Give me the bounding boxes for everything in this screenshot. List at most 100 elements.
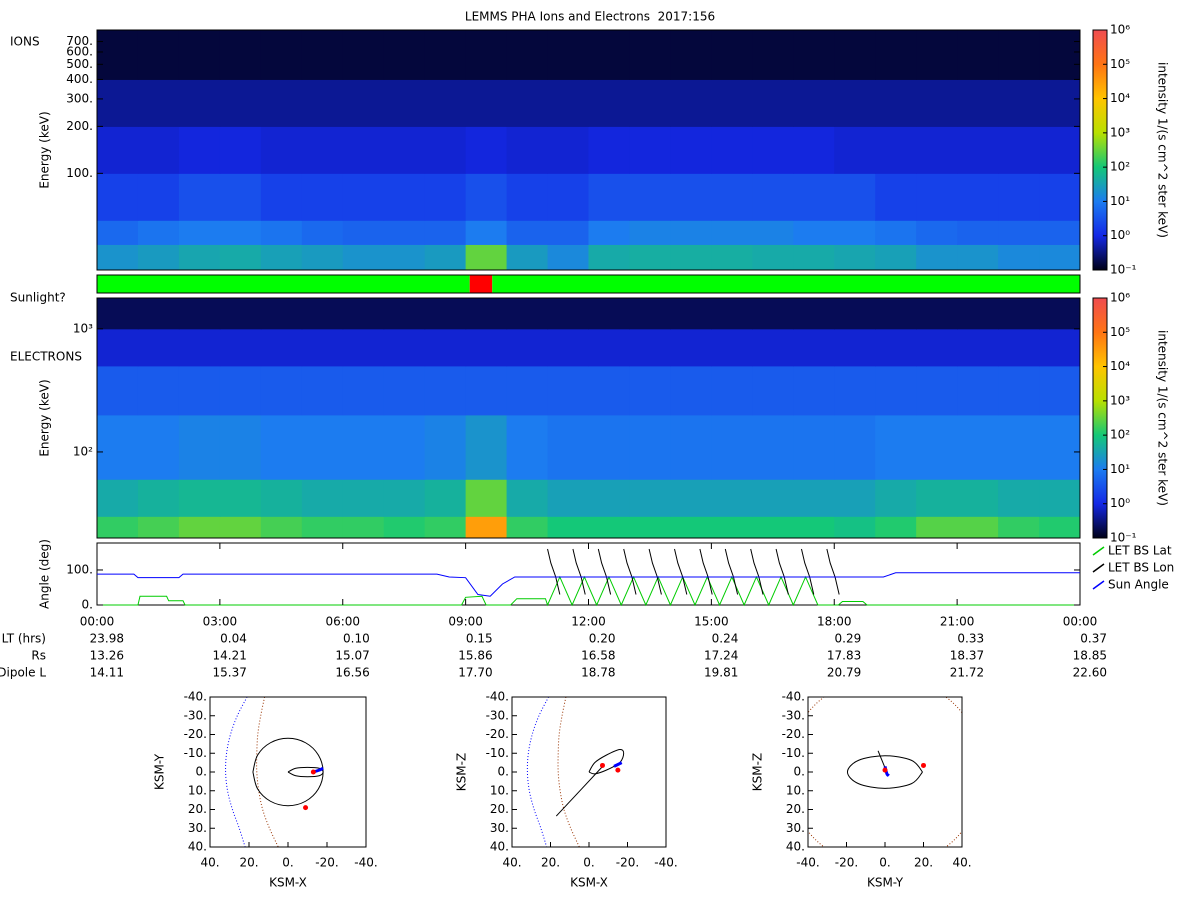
row-value: 17.83 [827,649,861,663]
heatmap-cell [424,328,467,367]
heatmap-cell [547,479,589,517]
heatmap-cell [342,126,385,174]
heatmap-cell [260,479,303,517]
heatmap-cell [260,126,303,174]
colorbar-tick-label: 10⁶ [1110,23,1130,37]
row-value: 15.37 [213,666,247,680]
heatmap-cell [793,414,835,480]
heatmap-cell [97,79,139,127]
heatmap-cell [178,173,221,221]
heatmap-cell [97,173,139,221]
heatmap-cell [875,479,917,517]
row-value: 15.07 [335,649,369,663]
angle-line [97,572,1080,597]
heatmap-cell [219,414,262,480]
heatmap-cell [916,244,958,271]
heatmap-cell [506,328,549,367]
x-axis-label: KSM-X [570,876,608,890]
heatmap-cell [301,30,344,80]
heatmap-cell [219,244,262,271]
x-tick-label: 21:00 [940,615,975,629]
heatmap-cell [547,365,589,416]
heatmap-cell [629,414,671,480]
heatmap-cell [957,298,999,330]
y-tick-label: -30. [184,708,207,722]
heatmap-cell [137,328,180,367]
heatmap-cell [219,516,262,539]
heatmap-cell [916,79,958,127]
heatmap-cell [260,244,303,271]
heatmap-cell [465,298,508,330]
y-tick-label: 0. [498,765,509,779]
heatmap-cell [711,220,753,245]
heatmap-cell [465,126,508,174]
heatmap-cell [588,414,630,480]
heatmap-cell [957,516,999,539]
heatmap-cell [957,126,999,174]
heatmap-cell [998,30,1040,80]
colorbar-tick-label: 10³ [1110,393,1130,407]
heatmap-cell [342,516,385,539]
y-axis-label: KSM-Y [153,753,167,790]
heatmap-cell [97,126,139,174]
heatmap-cell [97,516,139,539]
heatmap-cell [875,365,917,416]
heatmap-cell [629,298,671,330]
heatmap-cell [465,220,508,245]
y-axis-label: KSM-Z [751,753,765,791]
x-tick-label: 00:00 [80,615,115,629]
heatmap-cell [957,244,999,271]
heatmap-cell [424,220,467,245]
heatmap-cell [588,298,630,330]
y-tick-label: 30. [188,821,207,835]
heatmap-cell [178,30,221,80]
heatmap-cell [629,365,671,416]
heatmap-cell [301,220,344,245]
panel-label: Sunlight? [10,291,66,305]
heatmap-cell [1039,244,1081,271]
orbit-curve [846,755,923,789]
heatmap-cell [670,516,712,539]
heatmap-cell [998,298,1040,330]
heatmap-cell [260,365,303,416]
heatmap-cell [752,479,794,517]
heatmap-cell [97,298,139,330]
heatmap-cell [793,220,835,245]
orbit-marker [882,767,888,773]
heatmap-cell [793,365,835,416]
heatmap-cell [629,30,671,80]
heatmap-cell [137,79,180,127]
heatmap-cell [97,220,139,245]
legend-label: LET BS Lat [1108,544,1172,558]
heatmap-cell [137,298,180,330]
row-value: 22.60 [1073,666,1107,680]
y-tick-label: 20. [490,802,509,816]
heatmap-cell [916,173,958,221]
colorbar-tick-label: 10¹ [1110,194,1130,208]
x-tick-label: -40. [654,856,677,870]
heatmap-cell [506,365,549,416]
legend-swatch [1092,580,1105,590]
row-value: 0.20 [589,632,616,646]
colorbar-tick-label: 10⁻¹ [1110,531,1137,545]
heatmap-cell [588,126,630,174]
heatmap-cell [834,173,876,221]
y-tick-label: 30. [490,821,509,835]
heatmap-cell [178,220,221,245]
heatmap-cell [547,126,589,174]
heatmap-cell [957,414,999,480]
heatmap-cell [875,298,917,330]
heatmap-cell [97,30,139,80]
x-tick-label: 0. [879,856,890,870]
row-value: 0.15 [466,632,493,646]
heatmap-cell [875,220,917,245]
colorbar-tick-label: 10⁵ [1110,325,1130,339]
heatmap-cell [260,328,303,367]
heatmap-cell [793,79,835,127]
heatmap-cell [1039,220,1081,245]
heatmap-cell [957,173,999,221]
row-label: Rs [31,649,46,663]
row-value: 23.98 [90,632,124,646]
x-tick-label: 0. [583,856,594,870]
heatmap-cell [383,244,426,271]
